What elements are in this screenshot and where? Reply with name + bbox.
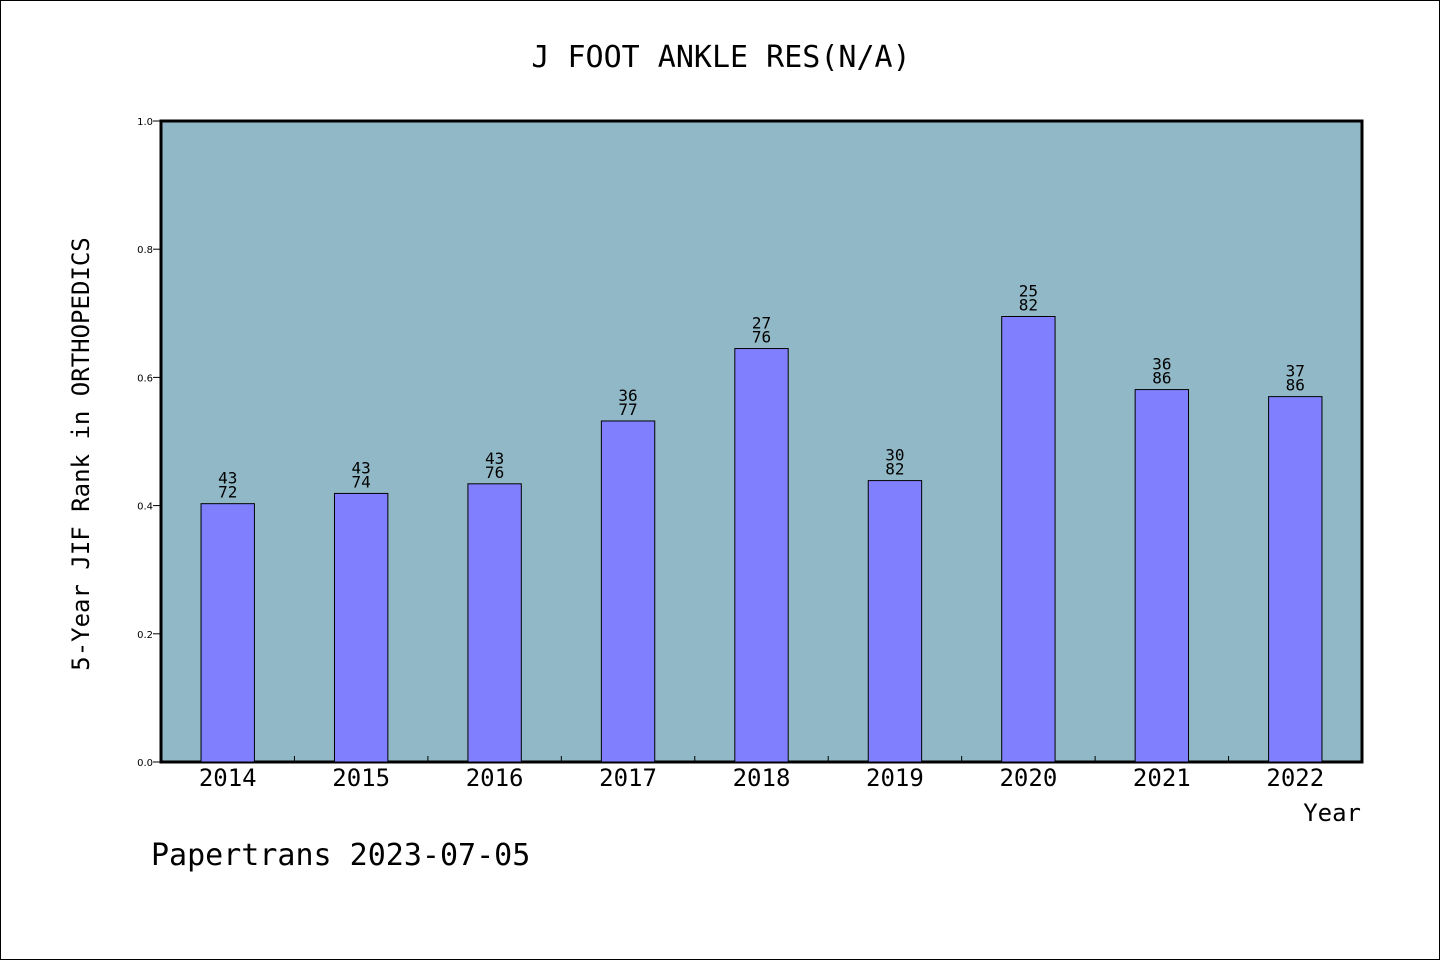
x-tick-label: 2017: [599, 764, 657, 792]
chart-title: J FOOT ANKLE RES(N/A): [531, 40, 910, 75]
x-axis-label: Year: [1303, 799, 1361, 827]
bar-2017: [600, 420, 656, 763]
y-tick-label: 0.0: [137, 758, 153, 769]
x-tick-label: 2020: [999, 764, 1057, 792]
bars: [200, 316, 1323, 763]
bar-label-rank: 25: [1019, 282, 1038, 301]
y-tick-label: 0.6: [137, 373, 153, 384]
bar-label-rank: 30: [885, 446, 904, 465]
bar-label-rank: 43: [218, 469, 237, 488]
bar-label-total: 72: [218, 483, 237, 502]
x-tick-label: 2015: [332, 764, 390, 792]
y-tick-label: 0.4: [137, 502, 153, 513]
bar-2021: [1134, 389, 1190, 763]
bar-label-total: 76: [485, 463, 504, 482]
bar-label-rank: 43: [352, 458, 371, 477]
bar-label-total: 74: [352, 472, 371, 491]
bar-label-total: 86: [1286, 376, 1305, 395]
bar-2022: [1268, 396, 1323, 763]
x-tick-label: 2018: [733, 764, 791, 792]
bar-2020: [1001, 316, 1056, 763]
bar-label-total: 82: [1019, 296, 1038, 315]
x-tick-label: 2014: [199, 764, 257, 792]
y-axis-label: 5-Year JIF Rank in ORTHOPEDICS: [67, 237, 95, 670]
bar-label-rank: 43: [485, 449, 504, 468]
bar-label-total: 82: [885, 460, 904, 479]
bar-label-rank: 37: [1286, 362, 1305, 381]
y-tick-label: 0.8: [137, 245, 153, 256]
x-tick-label: 2016: [466, 764, 524, 792]
bar-label-total: 77: [618, 400, 637, 419]
y-tick-label: 0.2: [137, 630, 153, 641]
bar-label-total: 86: [1152, 369, 1171, 388]
bar-label-rank: 27: [752, 314, 771, 333]
y-axis-ticks: 0.0 0.2 0.4 0.6 0.8 1.0: [137, 117, 161, 769]
bar-2016: [467, 483, 522, 763]
x-axis-tick-labels: 2014 2015 2016 2017 2018 2019 2020 2021 2022: [199, 764, 1324, 792]
x-tick-label: 2021: [1133, 764, 1191, 792]
bar-2014: [200, 503, 255, 763]
bar-2018: [734, 348, 789, 763]
bar-label-total: 76: [752, 328, 771, 347]
x-tick-label: 2022: [1266, 764, 1324, 792]
bar-2015: [333, 492, 389, 763]
x-axis-ticks: [293, 756, 1230, 762]
bar-label-rank: 36: [618, 386, 637, 405]
footer-credit: Papertrans 2023-07-05: [151, 838, 530, 873]
x-tick-label: 2019: [866, 764, 924, 792]
bar-2019: [867, 480, 923, 763]
y-tick-label: 1.0: [137, 117, 153, 128]
bar-label-rank: 36: [1152, 355, 1171, 374]
